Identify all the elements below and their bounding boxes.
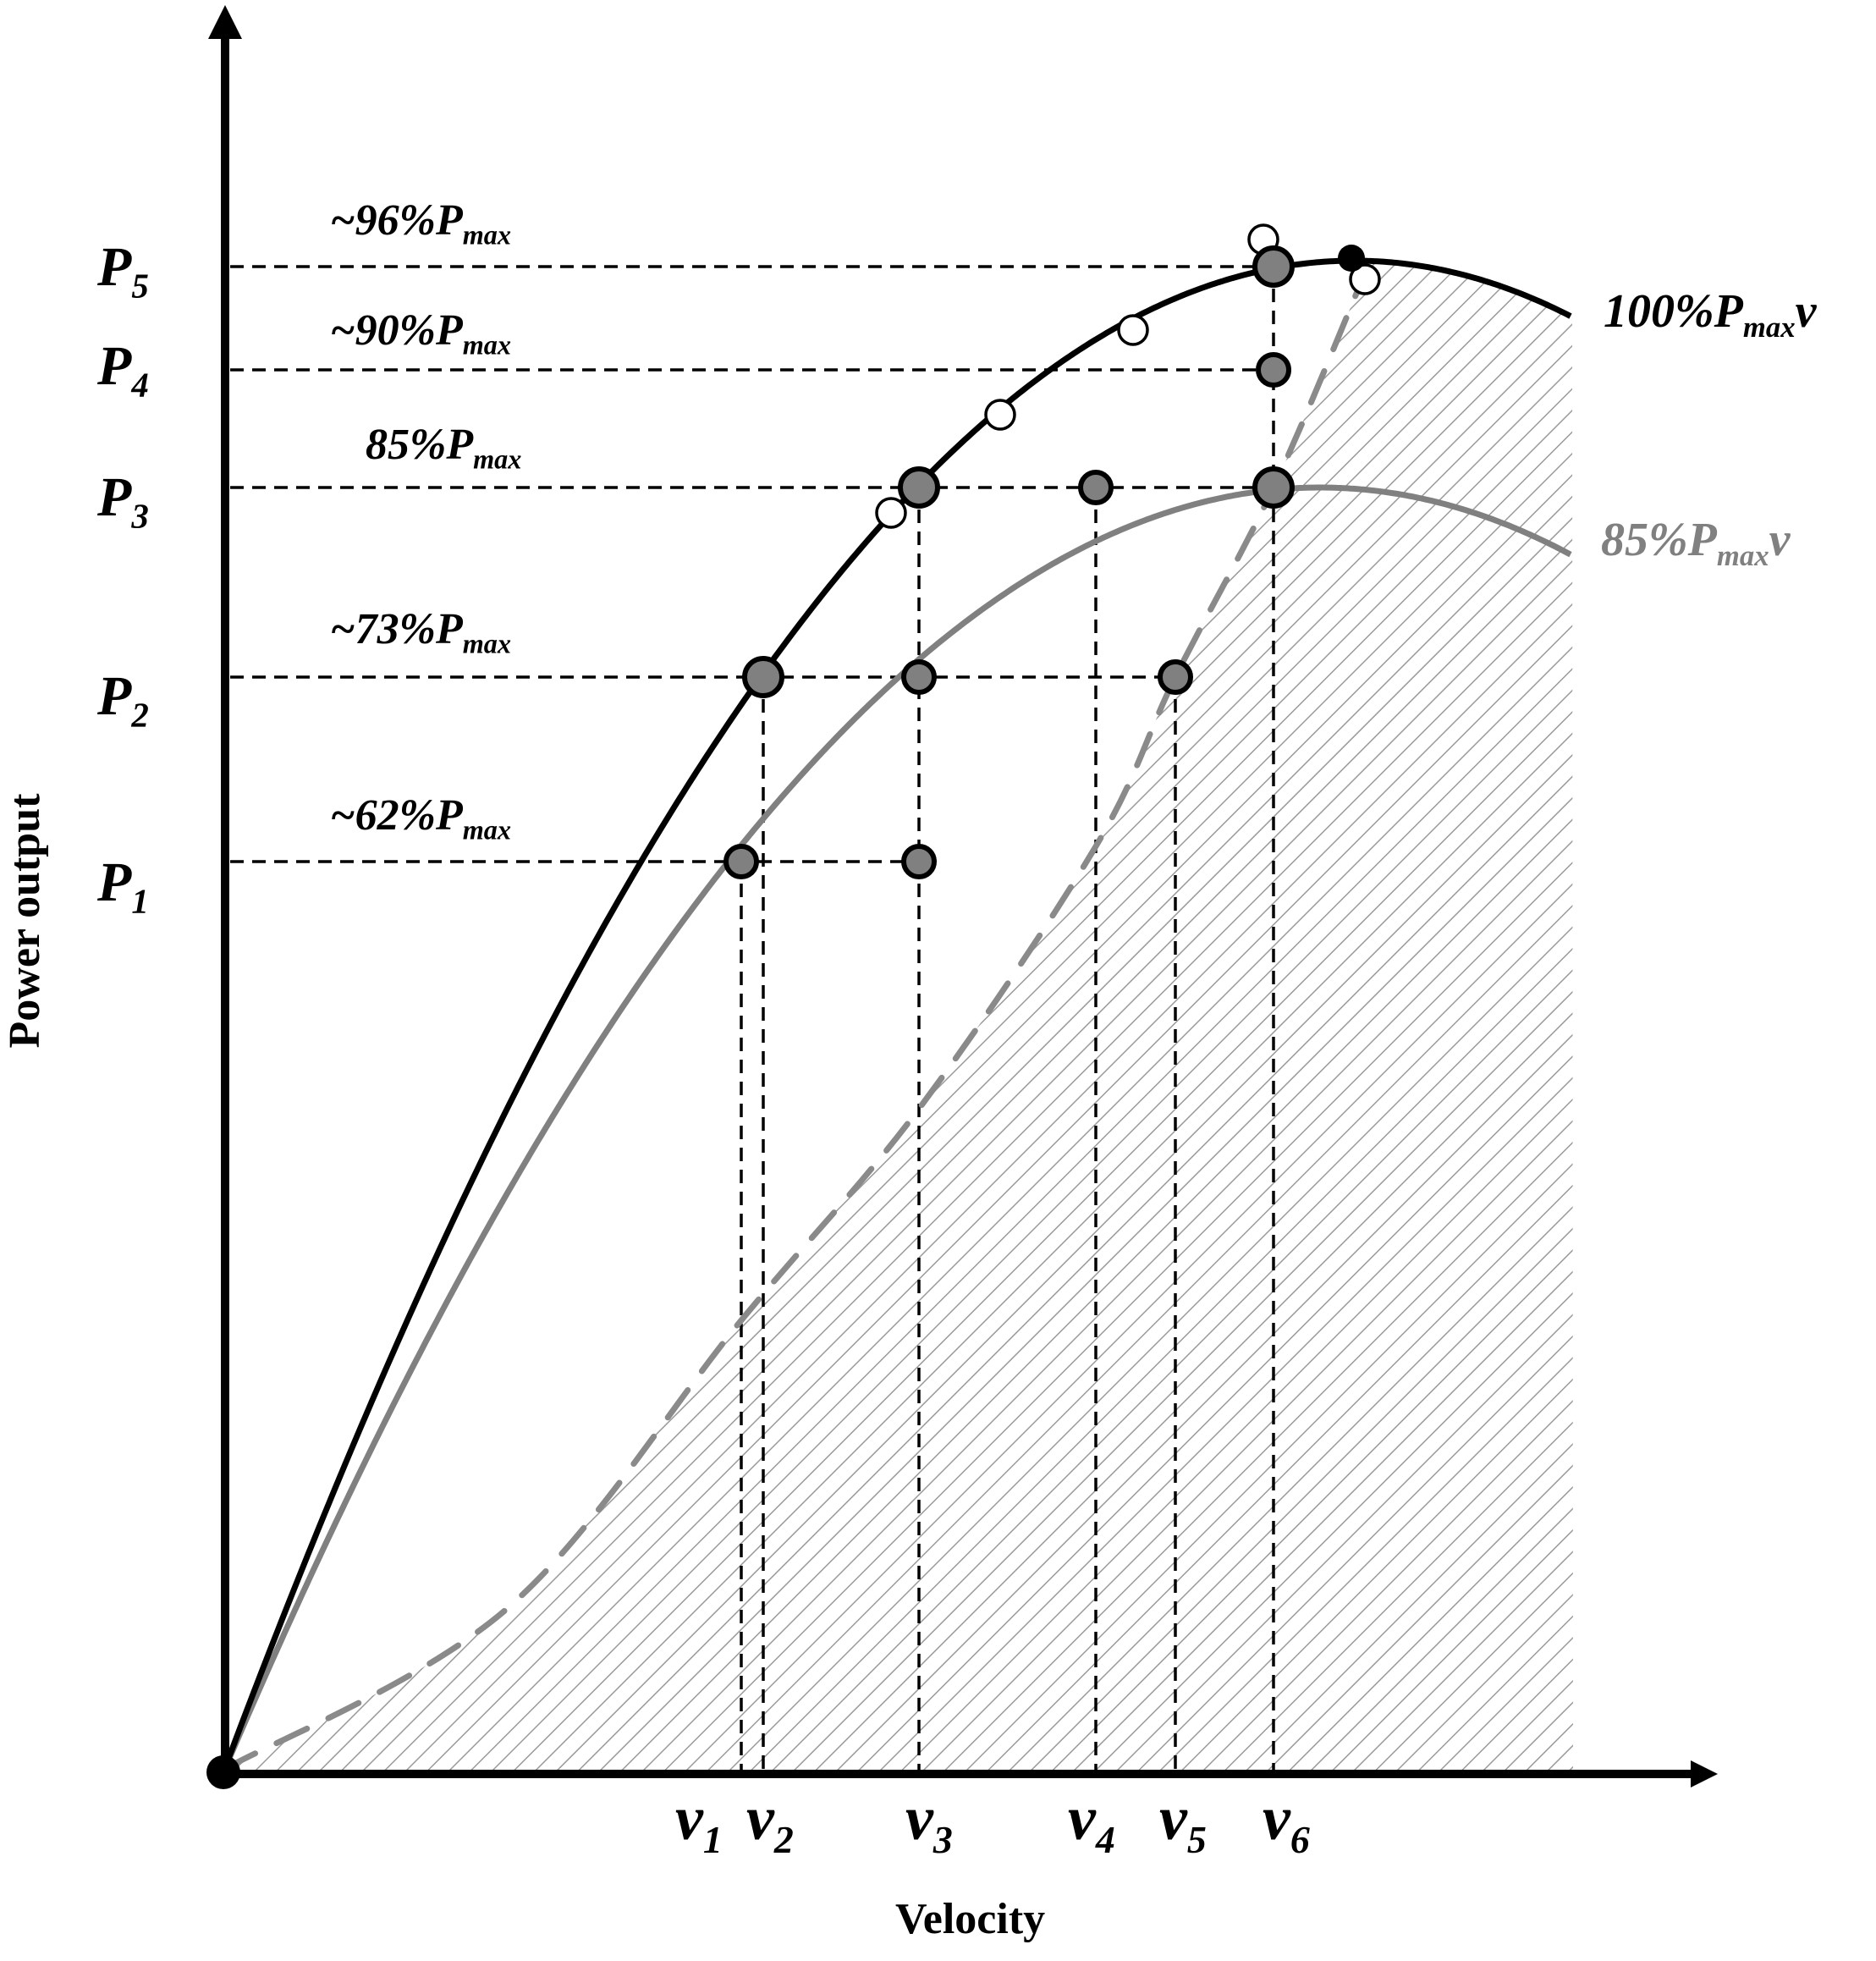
peak-black-point xyxy=(1338,245,1365,272)
v2-label: v2 xyxy=(746,1784,794,1862)
p5-label: P5 xyxy=(97,236,149,306)
y-axis-arrow-icon xyxy=(208,5,242,39)
open-point xyxy=(875,497,907,529)
pct-label-p5: ~96%Pmax xyxy=(330,196,512,251)
p3-label: P3 xyxy=(97,466,149,536)
x-axis-title: Velocity xyxy=(895,1895,1046,1943)
v3-label: v3 xyxy=(905,1784,953,1862)
open-point xyxy=(1349,263,1381,295)
data-point-v3-P3 xyxy=(898,466,940,509)
filled-data-points xyxy=(723,245,1295,879)
y-axis-title: Power output xyxy=(1,793,49,1049)
origin-point xyxy=(206,1755,240,1789)
reference-lines xyxy=(230,265,1275,1772)
p4-label: P4 xyxy=(97,335,149,405)
pct-label-p4: ~90%Pmax xyxy=(330,306,512,361)
axes xyxy=(206,5,1718,1789)
v4-label: v4 xyxy=(1068,1784,1115,1862)
v6-label: v6 xyxy=(1263,1784,1310,1862)
pct-label-p2: ~73%Pmax xyxy=(330,605,512,659)
curve-85-percent xyxy=(220,484,1572,1774)
pct-label-p3: 85%Pmax xyxy=(366,421,522,475)
data-point-v2-P2 xyxy=(742,656,784,698)
v1-label: v1 xyxy=(675,1784,723,1862)
data-point-v1-P1 xyxy=(723,844,759,879)
open-point xyxy=(984,399,1016,431)
data-point-v3-P2 xyxy=(901,659,937,695)
data-point-v6-P4 xyxy=(1256,352,1291,388)
hatched-region xyxy=(223,261,1573,1773)
open-point xyxy=(1117,314,1149,346)
data-point-v3-P1 xyxy=(901,844,937,879)
curve-100-label: 100%Pmaxv xyxy=(1604,285,1817,344)
x-axis-arrow-icon xyxy=(1691,1760,1718,1787)
curve-85-label: 85%Pmaxv xyxy=(1601,514,1791,573)
dashed-boundary-curve xyxy=(222,276,1366,1772)
pct-label-p1: ~62%Pmax xyxy=(330,791,512,846)
p1-label: P1 xyxy=(97,851,149,921)
data-point-v4-P3 xyxy=(1078,470,1114,505)
data-point-v6-P5 xyxy=(1252,245,1295,288)
v5-label: v5 xyxy=(1159,1784,1207,1862)
data-point-v5-P2 xyxy=(1158,659,1193,695)
data-point-v6-P3 xyxy=(1252,466,1295,509)
p2-label: P2 xyxy=(97,665,149,735)
